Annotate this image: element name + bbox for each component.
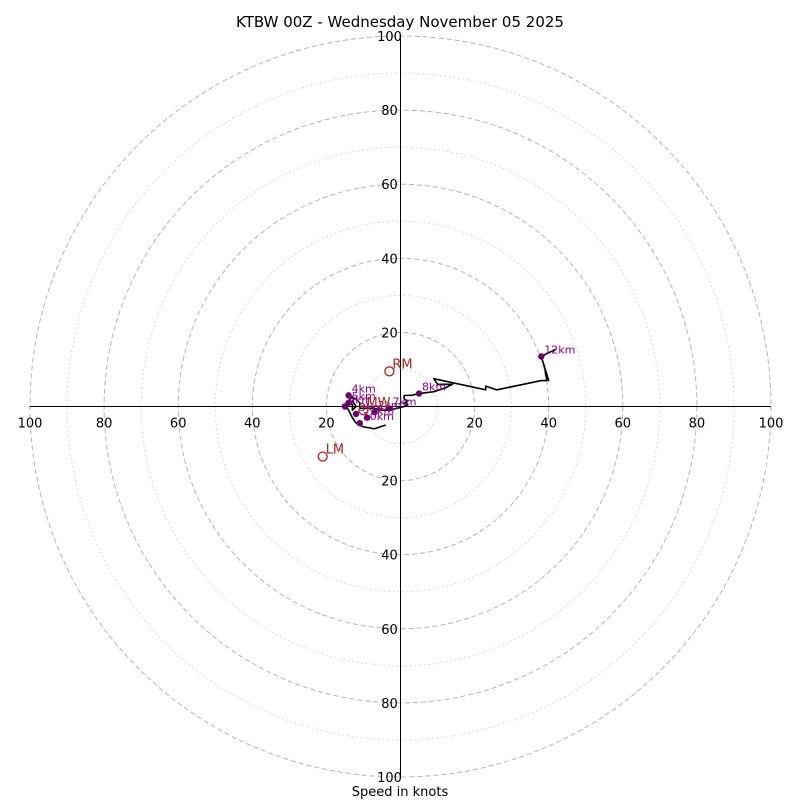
storm-motion-rm: RM bbox=[384, 357, 413, 377]
tick-bottom-20: 20 bbox=[381, 475, 398, 490]
tick-top-80: 80 bbox=[381, 104, 398, 119]
storm-motion-lm: LM bbox=[317, 443, 344, 462]
tick-left-60: 60 bbox=[170, 417, 187, 432]
height-markers: 1km2km3km4km5km6km7km8km10km12km bbox=[341, 343, 575, 427]
height-marker-label: 10km bbox=[363, 410, 394, 423]
height-marker-dot bbox=[386, 405, 393, 412]
height-marker-label: 12km bbox=[544, 343, 575, 356]
tick-bottom-80: 80 bbox=[381, 697, 398, 712]
height-marker-dot bbox=[345, 392, 352, 399]
tick-top-60: 60 bbox=[381, 178, 398, 193]
storm-motion-label: LM bbox=[326, 443, 344, 458]
tick-left-20: 20 bbox=[318, 417, 335, 432]
height-marker-dot bbox=[356, 419, 363, 427]
height-marker-6km: 6km bbox=[341, 394, 372, 410]
tick-bottom-60: 60 bbox=[381, 623, 398, 638]
tick-right-20: 20 bbox=[466, 417, 483, 432]
tick-right-80: 80 bbox=[689, 417, 706, 432]
axes bbox=[29, 35, 771, 777]
height-marker-4km: 4km bbox=[345, 382, 376, 399]
height-marker-8km: 8km bbox=[415, 381, 446, 397]
tick-bottom-40: 40 bbox=[381, 549, 398, 564]
height-marker-label: 5km bbox=[352, 390, 376, 403]
height-marker-label: 4km bbox=[352, 382, 376, 395]
tick-top-40: 40 bbox=[381, 252, 398, 267]
tick-right-100: 100 bbox=[759, 417, 784, 432]
hodograph-line bbox=[344, 348, 557, 430]
chart-title: KTBW 00Z - Wednesday November 05 2025 bbox=[236, 13, 564, 31]
height-marker-12km: 12km bbox=[538, 343, 575, 360]
storm-motion-marker bbox=[317, 451, 328, 462]
height-marker-7km: 7km bbox=[386, 395, 416, 412]
height-marker-label: 3km bbox=[359, 401, 383, 414]
height-marker-dot bbox=[341, 403, 349, 410]
height-marker-10km: 10km bbox=[356, 410, 394, 427]
tick-labels: 20 20 20 20 40 40 40 40 60 60 60 60 80 80 80 80 100 100 10… bbox=[18, 30, 784, 786]
height-marker-dot bbox=[415, 390, 423, 397]
storm-motion-markers: RM LM MW bbox=[317, 357, 413, 462]
height-marker-dot bbox=[352, 410, 360, 418]
tick-top-20: 20 bbox=[381, 326, 398, 341]
tick-right-60: 60 bbox=[615, 417, 632, 432]
height-marker-label: 7km bbox=[392, 395, 416, 408]
tick-left-40: 40 bbox=[244, 417, 261, 432]
storm-motion-label: MW bbox=[366, 396, 390, 411]
tick-left-100: 100 bbox=[18, 417, 43, 432]
x-axis-label: Speed in knots bbox=[352, 785, 449, 800]
hodograph-trace bbox=[344, 348, 557, 430]
height-marker-dot bbox=[363, 414, 371, 421]
storm-motion-marker bbox=[384, 366, 395, 377]
storm-motion-marker bbox=[358, 405, 369, 416]
tick-right-40: 40 bbox=[540, 417, 557, 432]
tick-top-100: 100 bbox=[377, 30, 402, 45]
tick-bottom-100: 100 bbox=[377, 771, 402, 786]
storm-motion-label: RM bbox=[392, 357, 412, 372]
tick-left-80: 80 bbox=[96, 417, 113, 432]
height-marker-dot bbox=[371, 408, 378, 416]
storm-motion-mw: MW bbox=[358, 396, 391, 416]
height-marker-dot bbox=[538, 353, 545, 360]
height-marker-3km: 3km bbox=[352, 401, 383, 418]
height-marker-label: 6km bbox=[348, 394, 372, 407]
height-marker-label: 8km bbox=[422, 381, 446, 394]
